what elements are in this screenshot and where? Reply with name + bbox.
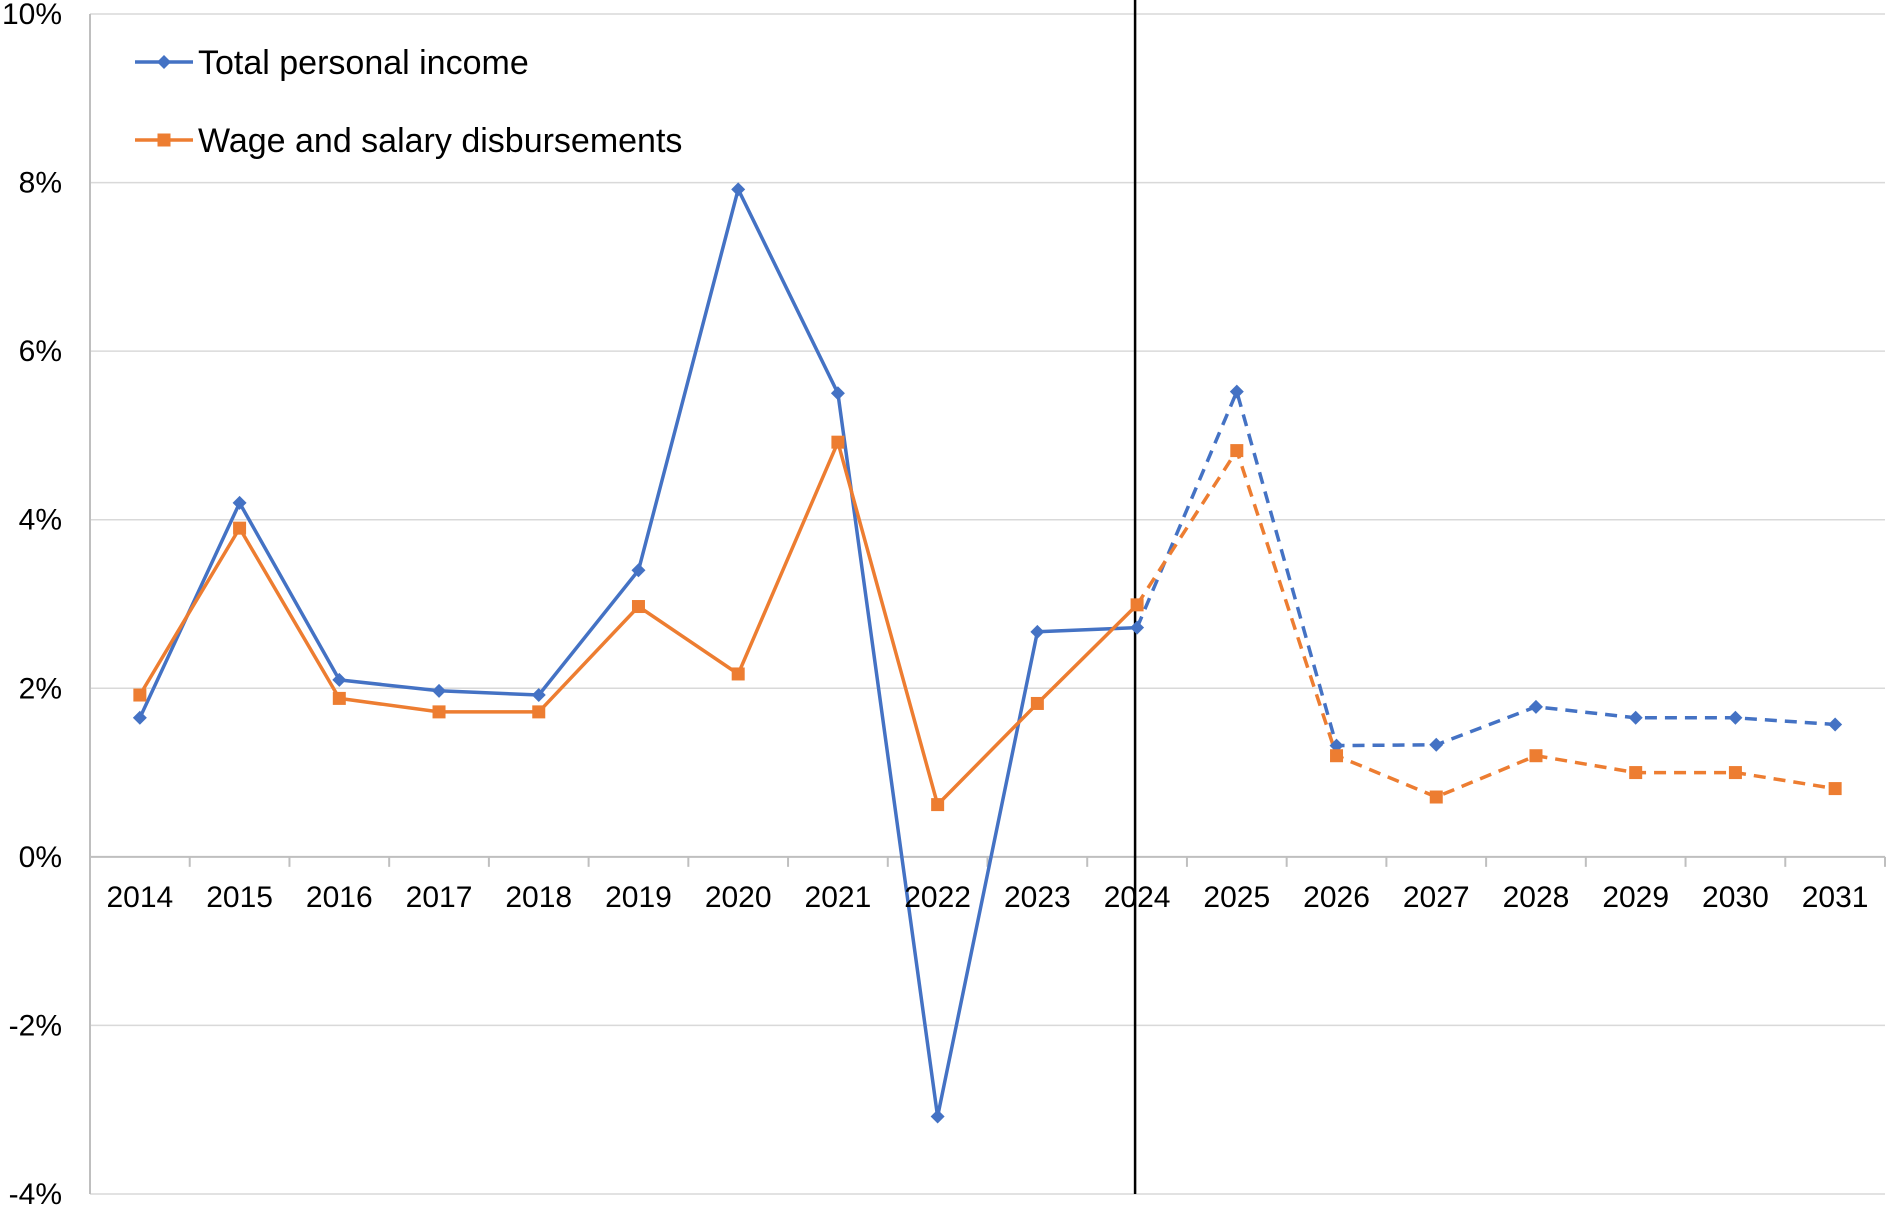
data-point	[1130, 620, 1145, 635]
data-point	[631, 600, 645, 614]
legend-label: Wage and salary disbursements	[198, 122, 682, 160]
data-point	[1728, 766, 1742, 780]
x-tick-label: 2028	[1503, 881, 1570, 914]
data-point	[332, 691, 346, 705]
x-tick-label: 2022	[904, 881, 971, 914]
y-tick-label: 0%	[19, 841, 62, 874]
data-point	[1528, 699, 1543, 714]
data-point	[1130, 598, 1144, 612]
axes	[89, 0, 1886, 1194]
data-point	[1529, 749, 1543, 763]
data-point	[1629, 766, 1643, 780]
data-point	[432, 683, 447, 698]
x-tick-label: 2027	[1403, 881, 1470, 914]
data-point	[1429, 790, 1443, 804]
data-point	[831, 435, 845, 449]
data-point	[531, 688, 546, 703]
x-tick-label: 2025	[1203, 881, 1270, 914]
series-lines	[138, 187, 1836, 1119]
data-point	[631, 563, 646, 578]
x-tick-label: 2031	[1802, 881, 1869, 914]
y-tick-label: -2%	[9, 1009, 62, 1042]
data-point	[1429, 737, 1444, 752]
data-point	[1728, 710, 1743, 725]
x-tick-label: 2016	[306, 881, 373, 914]
data-point	[1330, 749, 1344, 763]
data-point	[1230, 444, 1244, 458]
data-point	[931, 798, 945, 812]
data-point	[133, 688, 147, 702]
data-point	[332, 672, 347, 687]
series-markers	[132, 182, 1843, 1124]
x-tick-label: 2018	[505, 881, 572, 914]
data-point	[1030, 624, 1045, 639]
data-point	[930, 1109, 945, 1124]
data-point	[731, 667, 745, 681]
legend: Total personal income Wage and salary dis…	[135, 44, 682, 160]
data-point	[1828, 717, 1843, 732]
x-tick-label: 2026	[1303, 881, 1370, 914]
data-point	[1628, 710, 1643, 725]
y-tick-label: 6%	[19, 335, 62, 368]
x-tick-label: 2020	[705, 881, 772, 914]
y-tick-label: 2%	[19, 672, 62, 705]
x-tick-label: 2021	[805, 881, 872, 914]
x-tick-label: 2030	[1702, 881, 1769, 914]
x-tick-label: 2014	[106, 881, 173, 914]
y-tick-label: 4%	[19, 504, 62, 537]
data-point	[232, 495, 247, 510]
data-point	[731, 182, 746, 197]
data-point	[432, 705, 446, 719]
data-point	[233, 521, 247, 535]
data-point	[532, 705, 546, 719]
data-point	[1229, 384, 1244, 399]
gridlines	[90, 13, 1885, 1195]
x-tick-label: 2029	[1602, 881, 1669, 914]
x-tick-label: 2015	[206, 881, 273, 914]
legend-label: Total personal income	[198, 44, 529, 82]
series-line-dashed	[1135, 448, 1836, 799]
x-tick-label: 2023	[1004, 881, 1071, 914]
series-line-solid	[138, 440, 1139, 807]
x-tick-label: 2017	[406, 881, 473, 914]
y-tick-label: 10%	[2, 0, 62, 31]
x-tick-label: 2019	[605, 881, 672, 914]
data-point	[830, 386, 845, 401]
data-point	[1329, 738, 1344, 753]
x-tick-label: 2024	[1104, 881, 1171, 914]
legend-marker	[157, 55, 171, 69]
y-tick-label: -4%	[9, 1178, 62, 1210]
legend-marker	[157, 133, 171, 147]
data-point	[132, 710, 147, 725]
data-point	[1030, 696, 1044, 710]
y-tick-label: 8%	[19, 167, 62, 200]
data-point	[1828, 782, 1842, 796]
series-line-solid	[138, 187, 1138, 1119]
